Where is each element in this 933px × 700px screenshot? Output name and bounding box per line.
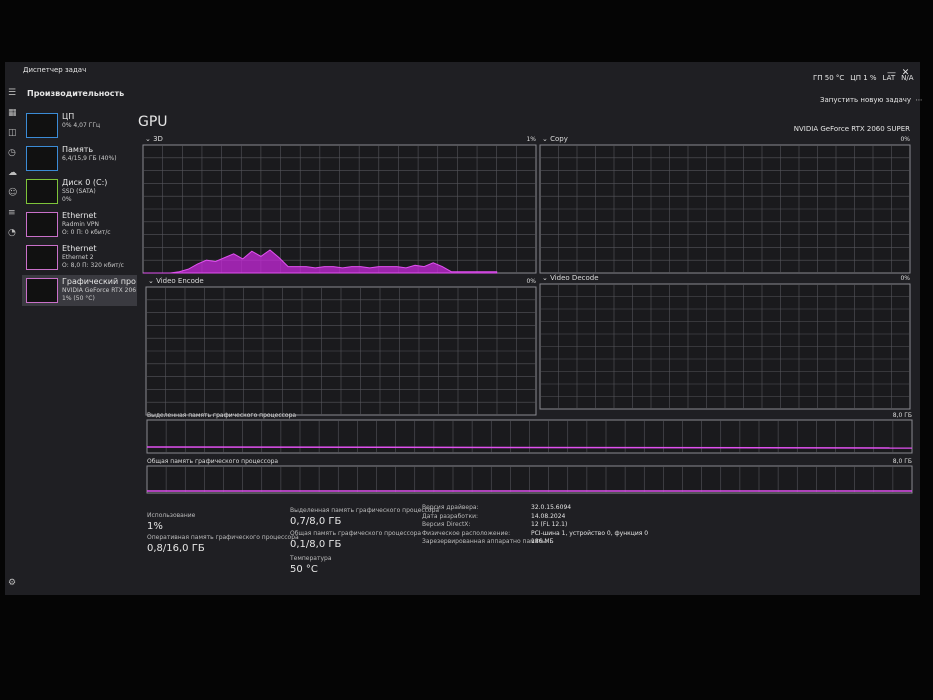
tray: ГП 50 °C ЦП 1 % LAT N/A <box>813 74 920 82</box>
sidebar-detail: SSD (SATA) <box>62 188 96 195</box>
detail-label: Версия драйвера: <box>422 504 479 511</box>
sidebar-name: ЦП <box>62 112 75 121</box>
detail-label: Дата разработки: <box>422 512 479 520</box>
sidebar-name: Память <box>62 145 94 154</box>
stat-label: Общая память графического процессора <box>290 530 422 537</box>
nav-icon[interactable]: ▦ <box>8 108 17 118</box>
stat-value: 0,8/16,0 ГБ <box>147 543 205 554</box>
detail-label: Версия DirectX: <box>422 521 471 528</box>
thumbnail <box>26 113 58 138</box>
detail-value: 12 (FL 12.1) <box>531 521 568 528</box>
task-manager-window: Диспетчер задач ГП 50 °C ЦП 1 % LAT N/A — ✕… <box>5 62 923 598</box>
sidebar: ЦП 0% 4,07 ГГц Память 6,4/15,9 ГБ (40%) Диск… <box>22 110 137 310</box>
graph-max-label: 0% <box>900 275 910 282</box>
nav-icon[interactable]: ☺ <box>8 188 18 198</box>
nav-icon[interactable]: ☰ <box>8 88 17 98</box>
section-title: Производительность <box>27 89 125 98</box>
settings-icon: ⚙ <box>8 578 17 588</box>
thumbnail <box>26 146 58 171</box>
thumbnail <box>26 212 58 237</box>
stat-label: Оперативная память графического процессо… <box>147 534 299 541</box>
detail-value: 14.08.2024 <box>531 512 566 520</box>
detail-value: 32.0.15.6094 <box>531 504 572 511</box>
device-name: NVIDIA GeForce RTX 2060 SUPER <box>793 125 910 133</box>
graph-label: ⌄ 3D <box>145 135 163 143</box>
tray-item: ЦП 1 % <box>850 74 877 82</box>
sidebar-detail: 0% <box>62 196 72 203</box>
graph-max-label: 0% <box>526 278 536 285</box>
stat-label: Температура <box>290 555 332 562</box>
window-title: Диспетчер задач <box>23 66 87 74</box>
main-title: GPU <box>138 114 168 130</box>
window-controls[interactable]: — ✕ <box>887 68 910 78</box>
stat-label: Выделенная память графического процессор… <box>290 507 440 514</box>
sidebar-name: Ethernet <box>62 211 97 220</box>
tray-item: LAT <box>882 74 896 82</box>
sidebar-detail: Radmin VPN <box>62 221 99 228</box>
sidebar-detail: NVIDIA GeForce RTX 206 <box>62 287 137 294</box>
thumbnail <box>26 278 58 303</box>
sidebar-item[interactable]: Память 6,4/15,9 ГБ (40%) <box>22 143 137 174</box>
graph-max-label: 0% <box>900 136 910 143</box>
stat-value: 1% <box>147 521 163 532</box>
button-label: Запустить новую задачу <box>820 96 912 104</box>
sidebar-name: Диск 0 (C:) <box>62 178 108 187</box>
sidebar-item[interactable]: ЦП 0% 4,07 ГГц <box>22 110 137 141</box>
graph-max-label: 1% <box>526 136 536 143</box>
thumbnail <box>26 245 58 270</box>
stat-value: 0,1/8,0 ГБ <box>290 539 342 550</box>
graphs: ⌄ 3D 1% ⌄ Copy 0% ⌄ Video Encode 0% ⌄ Video De… <box>142 135 913 494</box>
nav-icon[interactable]: ◔ <box>8 228 16 238</box>
sidebar-detail: 0% 4,07 ГГц <box>62 122 101 129</box>
sidebar-item[interactable]: Ethernet Ethernet 2 О: 8,0 П: 320 кбит/с <box>22 242 137 273</box>
memory-graph-max: 8,0 ГБ <box>893 458 912 465</box>
detail-label: Физическое расположение: <box>422 529 511 537</box>
tray-item: N/A <box>901 74 914 82</box>
memory-graph-label: Выделенная память графического процессор… <box>147 412 296 419</box>
sidebar-name: Ethernet <box>62 244 97 253</box>
nav-icon[interactable]: ☁ <box>8 168 17 178</box>
detail-value: PCI-шина 1, устройство 0, функция 0 <box>531 529 649 537</box>
stat-label: Использование <box>147 512 196 519</box>
usage-area <box>143 249 498 274</box>
nav-rail: ☰ ▦ ◫ ◷ ☁ ☺ ≡ ◔ ⚙ <box>5 88 23 598</box>
stat-value: 0,7/8,0 ГБ <box>290 516 342 527</box>
nav-icon[interactable]: ◫ <box>8 128 17 138</box>
nav-icon[interactable]: ◷ <box>8 148 16 158</box>
sidebar-detail: О: 0 П: 0 кбит/с <box>62 229 111 236</box>
sidebar-detail: Ethernet 2 <box>62 254 94 261</box>
sidebar-item[interactable]: Диск 0 (C:) SSD (SATA) 0% <box>22 176 137 207</box>
memory-line <box>146 446 913 449</box>
memory-graph-max: 8,0 ГБ <box>893 412 912 419</box>
nav-icon[interactable]: ≡ <box>8 208 16 218</box>
graph-label: ⌄ Video Encode <box>148 277 204 285</box>
thumbnail <box>26 179 58 204</box>
stat-value: 50 °C <box>290 564 318 575</box>
detail-value: 186 МБ <box>531 538 554 545</box>
tray-item: ГП 50 °C <box>813 74 845 82</box>
sidebar-item[interactable]: Ethernet Radmin VPN О: 0 П: 0 кбит/с <box>22 209 137 240</box>
sidebar-item[interactable]: Графический про NVIDIA GeForce RTX 206 1% … <box>22 275 137 306</box>
sidebar-detail: О: 8,0 П: 320 кбит/с <box>62 262 124 269</box>
sidebar-detail: 1% (50 °C) <box>62 295 95 302</box>
sidebar-name: Графический про <box>62 277 136 286</box>
memory-graph-label: Общая память графического процессора <box>147 458 278 465</box>
graph-label: ⌄ Video Decode <box>542 274 599 282</box>
sidebar-detail: 6,4/15,9 ГБ (40%) <box>62 155 117 162</box>
detail-label: Зарезервированная аппаратно память: <box>422 538 548 545</box>
graph-label: ⌄ Copy <box>542 135 568 143</box>
new-task-button[interactable]: Запустить новую задачу ⋯ <box>820 96 923 104</box>
